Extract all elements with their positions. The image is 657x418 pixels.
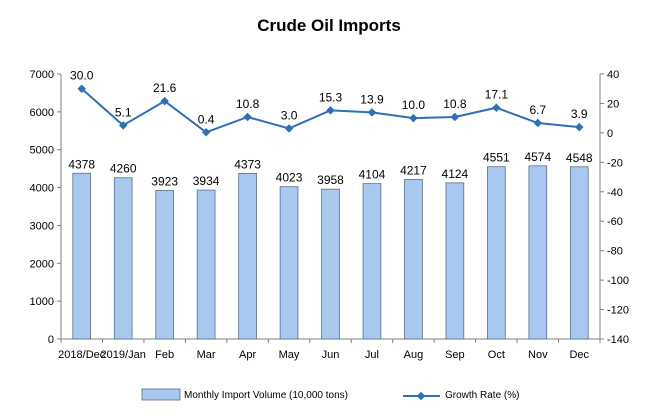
legend-swatch-volume	[141, 388, 181, 401]
growth-rate-point	[118, 121, 128, 130]
bar-value-label: 3958	[317, 173, 344, 187]
bar	[321, 188, 340, 340]
bar-value-label: 4217	[400, 163, 427, 177]
y-right-tick-label: -100	[607, 275, 629, 287]
growth-rate-point	[367, 108, 377, 117]
x-tick-label: Nov	[528, 349, 548, 361]
y-left-tick-label: 0	[48, 334, 54, 346]
bar-value-label: 4260	[110, 162, 137, 176]
bar	[238, 173, 257, 340]
chart-title: Crude Oil Imports	[257, 16, 401, 35]
growth-rate-point	[492, 103, 501, 112]
bar	[445, 182, 465, 340]
bar	[196, 189, 216, 340]
bar	[404, 178, 423, 340]
bar-value-label: 4551	[483, 151, 510, 165]
growth-rate-point	[243, 112, 252, 122]
bar	[113, 177, 133, 340]
growth-rate-point	[533, 118, 543, 128]
y-right-tick-label: -120	[607, 305, 629, 317]
bar-value-label: 3934	[193, 174, 220, 188]
growth-rate-label: 10.8	[236, 97, 260, 111]
growth-rate-label: 0.4	[198, 112, 215, 126]
bar-value-label: 4124	[442, 167, 469, 181]
growth-rate-label: 3.9	[571, 107, 588, 121]
bar	[279, 186, 299, 340]
y-right-tick-label: -140	[607, 334, 629, 346]
x-tick-label: 2019/Jan	[101, 349, 146, 361]
growth-rate-label: 17.1	[485, 88, 509, 102]
y-left-tick-label: 7000	[30, 69, 54, 81]
growth-rate-label: 6.7	[529, 103, 546, 117]
bar-value-label: 4373	[234, 157, 261, 171]
y-left-tick-label: 3000	[30, 220, 54, 232]
axes-group: 0 1000 2000 3000 4000 5000 6000 7000 -140 -120 -10…	[30, 69, 630, 361]
y-left-tick-label: 4000	[30, 183, 54, 195]
growth-rate-point	[284, 124, 294, 133]
growth-rate-label: 15.3	[319, 90, 343, 104]
growth-rate-label: 3.0	[281, 108, 298, 122]
y-right-tick-label: -20	[607, 157, 623, 169]
y-left-tick-label: 6000	[30, 107, 54, 119]
bar-value-label: 4023	[276, 171, 303, 185]
growth-rate-point	[201, 128, 211, 137]
growth-rate-point	[409, 113, 418, 123]
legend-label-growth: Growth Rate (%)	[445, 390, 519, 401]
x-tick-label: Jun	[322, 349, 340, 361]
growth-rate-label: 5.1	[115, 105, 132, 119]
x-tick-label: Oct	[488, 349, 505, 361]
growth-rate-label: 30.0	[70, 69, 94, 83]
bar	[155, 190, 174, 340]
bar	[72, 172, 92, 340]
y-right-tick-label: 40	[607, 69, 619, 81]
legend-marker-growth	[416, 391, 426, 401]
x-tick-label: Jul	[365, 349, 379, 361]
legend: Monthly Import Volume (10,000 tons) Grow…	[141, 388, 519, 401]
growth-rate-label: 13.9	[360, 92, 384, 106]
y-right-tick-label: 0	[607, 128, 613, 140]
x-tick-label: 2018/Dec	[58, 349, 106, 361]
growth-rate-point	[326, 106, 335, 115]
legend-label-volume: Monthly Import Volume (10,000 tons)	[184, 390, 348, 401]
growth-rate-label: 21.6	[153, 81, 177, 95]
x-tick-label: Mar	[197, 349, 216, 361]
x-tick-label: Aug	[404, 349, 424, 361]
bar-value-label: 3923	[151, 174, 178, 188]
y-left-tick-label: 2000	[30, 258, 54, 270]
bar	[569, 166, 589, 340]
x-tick-label: May	[279, 349, 300, 361]
growth-rate-label: 10.0	[402, 98, 426, 112]
bar-value-label: 4574	[524, 150, 551, 164]
growth-rate-label: 10.8	[443, 97, 467, 111]
bar	[362, 183, 382, 340]
bar-value-label: 4378	[68, 157, 95, 171]
x-tick-label: Feb	[155, 349, 174, 361]
x-tick-label: Sep	[445, 349, 465, 361]
bar-value-label: 4104	[359, 168, 386, 182]
y-right-tick-label: -80	[607, 246, 623, 258]
growth-rate-point	[575, 122, 584, 132]
x-tick-label: Dec	[569, 349, 589, 361]
y-left-tick-label: 5000	[30, 145, 54, 157]
bars-group	[72, 165, 589, 340]
data-labels-group: 4378 4260 3923 3934 4373 4023 3958 4104 4217 4124…	[68, 69, 593, 189]
y-right-tick-label: -60	[607, 216, 623, 228]
bar	[487, 166, 506, 340]
y-right-tick-label: -40	[607, 187, 623, 199]
growth-rate-point	[450, 112, 460, 122]
growth-rate-point	[77, 84, 86, 93]
bar	[528, 165, 548, 340]
growth-rate-point	[160, 96, 169, 106]
bar-value-label: 4548	[566, 151, 593, 165]
y-left-tick-label: 1000	[30, 296, 54, 308]
y-right-tick-label: 20	[607, 98, 619, 110]
x-tick-label: Apr	[239, 349, 256, 361]
